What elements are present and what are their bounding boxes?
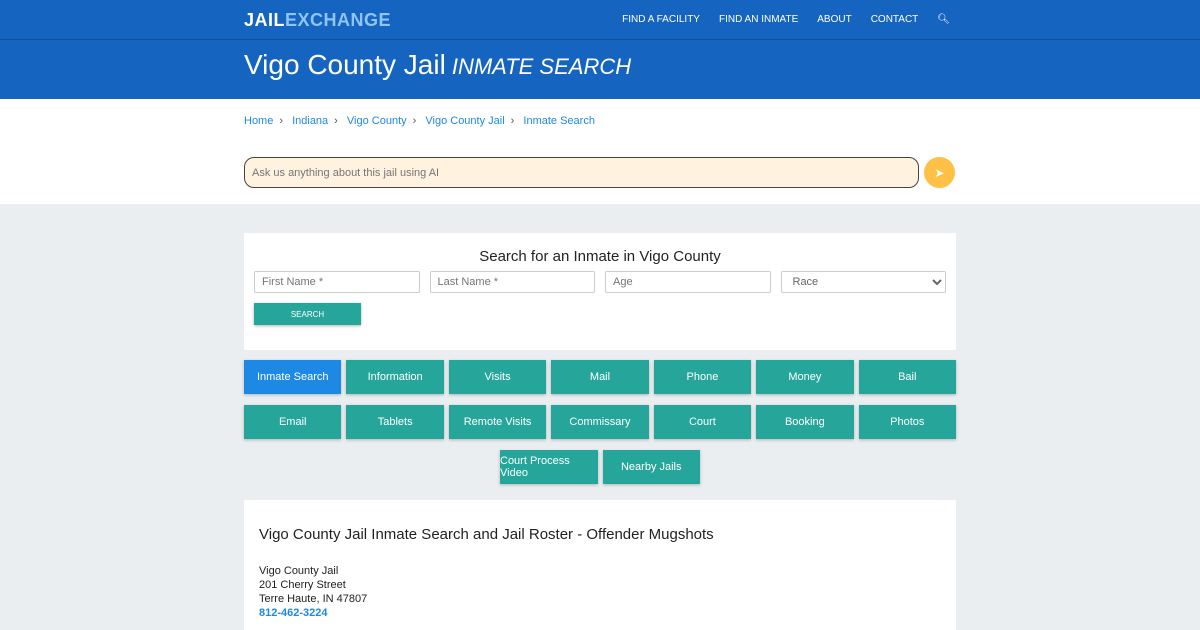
nav-button-remote-visits[interactable]: Remote Visits xyxy=(448,405,547,439)
page-title: Vigo County Jail INMATE SEARCH xyxy=(244,49,632,80)
inmate-search-form: Search for an Inmate in Vigo County Race… xyxy=(244,233,956,350)
jail-city: Terre Haute, IN 47807 xyxy=(259,593,368,605)
nav-button-bail[interactable]: Bail xyxy=(858,360,956,394)
first-name-input[interactable] xyxy=(254,271,420,293)
info-title: Vigo County Jail Inmate Search and Jail … xyxy=(259,526,714,543)
crumb-jail[interactable]: Vigo County Jail xyxy=(425,115,505,127)
nav-contact[interactable]: CONTACT xyxy=(870,14,919,25)
nav-button-photos[interactable]: Photos xyxy=(858,405,956,439)
nav-button-visits[interactable]: Visits xyxy=(448,360,547,394)
nav-button-information[interactable]: Information xyxy=(346,360,444,394)
nav-button-court[interactable]: Court xyxy=(653,405,752,439)
last-name-input[interactable] xyxy=(429,271,595,293)
search-button[interactable]: SEARCH xyxy=(254,303,361,325)
nav-button-phone[interactable]: Phone xyxy=(653,360,752,394)
top-nav: JAILEXCHANGE FIND A FACILITY FIND AN INM… xyxy=(0,0,1200,40)
nav-button-commissary[interactable]: Commissary xyxy=(551,405,649,439)
breadcrumb: Home › Indiana › Vigo County › Vigo County … xyxy=(244,115,595,127)
hero: Vigo County Jail INMATE SEARCH xyxy=(0,40,1200,99)
nav-button-tablets[interactable]: Tablets xyxy=(346,405,444,439)
race-select[interactable]: Race xyxy=(780,271,946,293)
send-icon[interactable]: ➤ xyxy=(924,157,955,188)
jail-phone-link[interactable]: 812-462-3224 xyxy=(259,607,328,619)
jail-info: Vigo County Jail Inmate Search and Jail … xyxy=(244,500,956,630)
crumb-indiana[interactable]: Indiana xyxy=(292,115,329,127)
logo[interactable]: JAILEXCHANGE xyxy=(244,10,392,30)
crumb-inmate-search[interactable]: Inmate Search xyxy=(523,115,595,127)
age-input[interactable] xyxy=(605,271,771,293)
section-buttons: Inmate Search Information Visits Mail Phone M… xyxy=(244,360,956,495)
nav-find-inmate[interactable]: FIND AN INMATE xyxy=(718,14,799,25)
nav-button-email[interactable]: Email xyxy=(244,405,342,439)
crumb-county[interactable]: Vigo County xyxy=(346,115,407,127)
nav-button-court-process-video[interactable]: Court Process Video xyxy=(500,450,598,484)
nav-button-booking[interactable]: Booking xyxy=(756,405,854,439)
nav-about[interactable]: ABOUT xyxy=(817,14,852,25)
nav-find-facility[interactable]: FIND A FACILITY xyxy=(622,14,700,25)
search-title: Search for an Inmate in Vigo County xyxy=(479,248,721,265)
nav-button-money[interactable]: Money xyxy=(756,360,854,394)
nav-button-inmate-search[interactable]: Inmate Search xyxy=(244,360,342,394)
ai-question-input[interactable] xyxy=(244,157,919,188)
nav-button-nearby-jails[interactable]: Nearby Jails xyxy=(602,450,700,484)
jail-street: 201 Cherry Street xyxy=(259,579,346,591)
nav-button-mail[interactable]: Mail xyxy=(551,360,649,394)
jail-name: Vigo County Jail xyxy=(259,565,339,577)
crumb-home[interactable]: Home xyxy=(244,115,274,127)
search-icon[interactable]: 🔍︎ xyxy=(937,14,950,25)
